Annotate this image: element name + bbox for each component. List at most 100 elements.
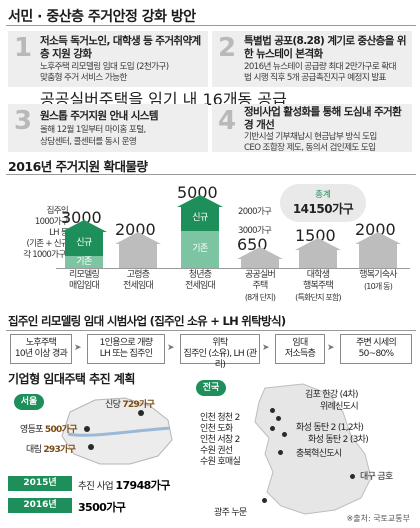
site-name: 대림 [26,445,42,455]
site-chungbuk: 충북혁신도시 [296,449,342,459]
site-incheon-dohwa: 인천 도화 [200,424,233,434]
bar-segment-new: 신규 [181,206,219,231]
bar-segment-new: 신규 [65,230,103,256]
seoul-site-daerim: 대림 293가구 [26,442,76,455]
step-line: 1인용으로 개량 [99,338,153,348]
note-line: (기존 + 신규 [26,239,68,249]
category-label-line: 전세임대 [123,281,154,291]
bar-body [241,258,279,268]
site-marker [350,474,355,479]
house-roof [355,232,401,245]
category-label-line: 대학생 [306,270,330,280]
year-2015-text: 추진 사업 17948가구 [78,477,170,493]
card-desc-line: 2016년 뉴스테이 공급량 최대 2만가구로 확대 [244,62,397,72]
site-marker [278,450,283,455]
bar-value-label: 2000 [355,220,396,240]
year-2016-text: 3500가구 [78,499,126,515]
year-2015-badge: 2015년 [8,476,72,491]
policy-card-1: 1 저소득 독거노인, 대학생 등 주거취약계층 지원 강화 노후주택 리모델링… [8,31,208,87]
bar-body [299,249,337,268]
stack-label-bottom: 3000가구 [238,226,272,236]
bar-value-label: 2000 [115,220,156,240]
seoul-marker [138,410,144,416]
house-roof [237,247,283,259]
site-daegu: 대구 금호 [360,472,393,482]
site-incheon-cheongcheon: 인천 청천 2 [200,413,240,423]
card-desc-line: 맞춤형 주거 서비스 가능한 [40,73,127,83]
site-incheon-seochang: 인천 서창 2 [200,435,240,445]
supply-rule [6,174,416,175]
step-line: 50~80% [358,349,395,359]
pilot-step-5: 주변 시세의 50~80% [340,334,412,364]
step-line: 노후주택 [25,338,57,348]
site-value: 293가구 [43,445,76,455]
supply-title: 2016년 주거지원 확대물량 [8,159,148,174]
site-suwon-gwonseon: 수원 권선 [200,446,233,456]
category-label: 공공실버 주택 (8개 단지) [226,270,294,303]
category-label-line: 행복기숙사 [359,270,397,280]
card-desc-line: 기반시설 기부채납시 현금납부 방식 도입 [244,132,377,142]
site-hwaseong-3: 화성 동탄 2 (3차) [308,435,369,445]
card-title: 원스톱 주거지원 안내 시스템 [40,110,158,122]
site-marker [262,498,267,503]
step-line: LH 또는 집주인 [99,349,153,359]
card-number: 2 [218,33,237,63]
house-roof [61,219,107,232]
card-desc-line: 노후주택 리모델링 임대 도입 (2천가구) [40,62,169,72]
bar-segment-old: 기존 [181,230,219,268]
pilot-title: 집주인 리모델링 임대 시범사업 (집주인 소유 + LH 위탁방식) [8,314,286,328]
card-desc-line: CEO 조합장 제도, 동의서 검인제도 도입 [244,143,376,153]
bar-value-label: 5000 [177,183,218,202]
category-label: 청년층 전세임대 [166,270,234,292]
category-label-line: (8개 단지) [244,293,276,302]
house-roof [115,232,161,245]
site-value: 500가구 [44,425,78,435]
nation-pill: 전국 [196,380,226,396]
note-line: 집주인 [46,206,69,216]
card-number: 3 [14,106,33,136]
card-desc-line: 올해 12월 1일부터 마이홈 포털, [40,125,146,135]
year-2016-badge: 2016년 [8,498,72,513]
year-prefix: 추진 사업 [78,481,114,492]
year-value: 17948가구 [115,479,170,492]
card-number: 4 [218,106,237,136]
pilot-step-4: 임대 저소득층 [275,334,325,364]
category-label: 리모델링 매입임대 [50,270,118,292]
bar-value-label: 3000 [61,207,102,227]
card-title: 저소득 독거노인, 대학생 등 주거취약계층 지원 강화 [40,35,201,60]
note-line: LH 등 [49,228,69,238]
bar-body [119,243,157,268]
category-label-line: 전세임대 [185,281,216,291]
arrow-icon: ➤ [262,343,270,353]
headline: 서민 · 중산층 주거안정 강화 방안 [8,9,196,25]
category-label: 대학생 행복주택 (특화단지 포함) [284,270,352,303]
site-gimpo: 김포 한강 (4차) [305,390,359,400]
korea-map [254,383,372,515]
headline-rule [6,25,416,26]
bar-body [359,243,397,268]
seoul-site-yeongdeungpo: 영등포 500가구 [20,422,77,435]
site-marker [276,416,281,421]
card-desc-line: 상담센터, 콜센터를 동시 운영 [40,137,137,147]
arrow-icon: ➤ [167,343,175,353]
category-label-line: 공공실버 [245,270,276,280]
policy-card-3: 3 원스톱 주거지원 안내 시스템 올해 12월 1일부터 마이홈 포털, 상담… [8,104,208,152]
step-line: 저소득층 [284,349,316,359]
policy-card-2: 2 특별법 공포(8.28) 계기로 중산층을 위한 뉴스테이 본격화 2016… [212,31,412,87]
category-label-line: 행복주택 [303,281,334,291]
step-line: 주변 시세의 [355,338,397,348]
site-marker [270,408,275,413]
site-hwaseong-12: 화성 동탄 2 (1,2차) [296,423,364,433]
card-title: 특별법 공포(8.28) 계기로 중산층을 위한 뉴스테이 본격화 [244,35,407,60]
arrow-icon: ➤ [74,343,82,353]
policy-card-4: 4 정비사업 활성화를 통해 도심내 주거환경 개선 기반시설 기부채납시 현금… [212,104,412,153]
category-label-line: 리모델링 [69,270,100,280]
pilot-step-3: 위탁 집주인 (소유), LH (관리) [180,334,260,370]
step-line: 위탁 [212,338,228,348]
bar-value-label: 1500 [295,226,336,246]
chart-baseline [56,268,410,269]
site-name: 신당 [105,400,121,410]
corporate-title: 기업형 임대주택 추진 계획 [8,372,135,386]
note-line: 각 1000가구) [23,250,69,260]
site-suwon-homaesil: 수원 호매실 [200,457,241,467]
